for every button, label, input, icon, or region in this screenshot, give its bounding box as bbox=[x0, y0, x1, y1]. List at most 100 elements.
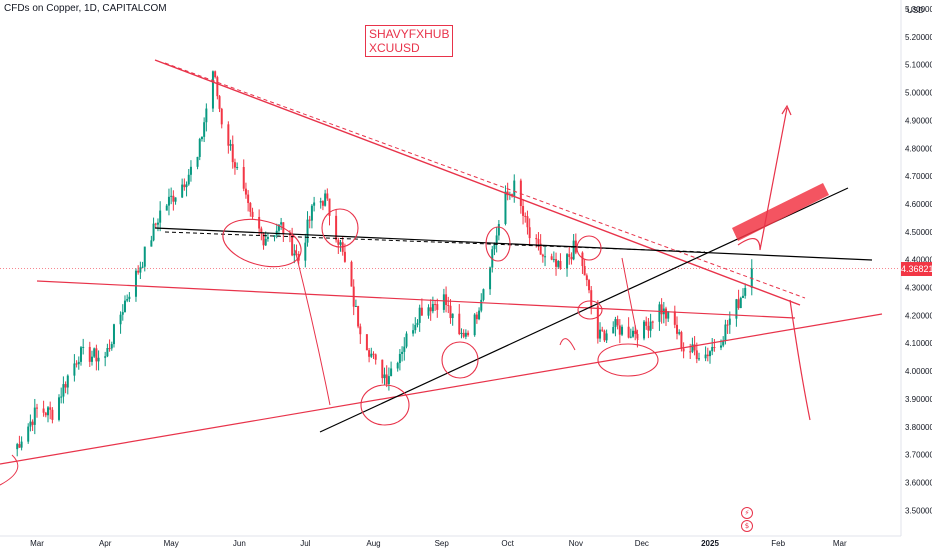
candle-up bbox=[728, 318, 731, 325]
candle-up bbox=[396, 363, 399, 369]
y-tick-label: 5.30000 bbox=[905, 5, 932, 14]
candle-down bbox=[550, 256, 553, 260]
candle-down bbox=[368, 350, 371, 357]
candle-up bbox=[489, 267, 492, 290]
candle-down bbox=[458, 313, 461, 335]
candle-down bbox=[227, 124, 230, 146]
candle-up bbox=[152, 223, 155, 241]
candle-down bbox=[288, 234, 291, 236]
candle-up bbox=[557, 261, 560, 267]
candle-up bbox=[566, 254, 569, 269]
y-tick-label: 3.80000 bbox=[905, 423, 932, 432]
y-tick-label: 3.60000 bbox=[905, 478, 932, 487]
candle-up bbox=[310, 205, 313, 221]
candle-up bbox=[599, 329, 602, 339]
candle-down bbox=[291, 235, 294, 256]
candle-up bbox=[110, 344, 113, 349]
y-tick-label: 3.50000 bbox=[905, 506, 932, 515]
candle-up bbox=[744, 287, 747, 296]
candle-up bbox=[451, 313, 454, 319]
candle-up bbox=[123, 300, 126, 313]
candle-up bbox=[497, 223, 500, 236]
swing-circle bbox=[577, 300, 603, 320]
candle-up bbox=[482, 289, 485, 300]
candle-up bbox=[412, 330, 415, 334]
candle-down bbox=[374, 354, 377, 360]
candle-up bbox=[480, 299, 483, 311]
dividend-icon[interactable]: $ bbox=[741, 520, 753, 532]
candle-up bbox=[97, 357, 100, 362]
candle-down bbox=[462, 332, 465, 337]
candle-up bbox=[16, 444, 19, 450]
candle-down bbox=[258, 216, 261, 229]
y-tick-label: 3.70000 bbox=[905, 451, 932, 460]
candle-up bbox=[77, 361, 80, 365]
candle-up bbox=[504, 191, 507, 224]
y-tick-label: 4.40000 bbox=[905, 256, 932, 265]
candle-down bbox=[618, 325, 621, 335]
candle-down bbox=[445, 294, 448, 306]
candle-down bbox=[251, 211, 254, 217]
y-tick-label: 5.10000 bbox=[905, 61, 932, 70]
candle-down bbox=[137, 270, 140, 273]
x-tick-label: Mar bbox=[833, 539, 847, 548]
y-tick-label: 5.20000 bbox=[905, 33, 932, 42]
candle-down bbox=[321, 201, 324, 206]
x-tick-label: Dec bbox=[635, 539, 649, 548]
candle-up bbox=[427, 307, 430, 316]
candle-down bbox=[737, 299, 740, 309]
candle-down bbox=[568, 254, 571, 257]
candle-down bbox=[31, 421, 34, 425]
annotation-hook bbox=[0, 454, 19, 486]
watermark-author: SHAVYFXHUB bbox=[369, 27, 450, 41]
candle-down bbox=[680, 332, 683, 349]
candle-up bbox=[62, 384, 65, 397]
annotation-hook bbox=[559, 338, 576, 351]
black-horizontal-line bbox=[154, 227, 873, 261]
candle-down bbox=[651, 321, 654, 323]
candle-up bbox=[643, 321, 646, 339]
candle-down bbox=[537, 239, 540, 244]
candle-down bbox=[233, 162, 236, 168]
candle-up bbox=[159, 210, 162, 223]
candle-up bbox=[293, 253, 296, 256]
watermark-symbol: XCUUSD bbox=[369, 41, 420, 55]
candle-down bbox=[559, 261, 562, 269]
candle-down bbox=[673, 311, 676, 325]
candle-down bbox=[676, 324, 679, 334]
candle-up bbox=[20, 441, 23, 448]
candle-up bbox=[464, 332, 467, 337]
candle-up bbox=[236, 167, 239, 169]
swing-circle bbox=[576, 235, 602, 261]
candle-up bbox=[79, 347, 82, 362]
candle-up bbox=[478, 310, 481, 320]
projection-down-line bbox=[789, 299, 811, 421]
annotation-curve bbox=[621, 257, 639, 341]
candle-up bbox=[354, 305, 357, 307]
candle-down bbox=[449, 305, 452, 319]
candle-down bbox=[627, 326, 630, 338]
candle-up bbox=[121, 312, 124, 315]
x-tick-label: Jul bbox=[300, 539, 310, 548]
candle-down bbox=[183, 184, 186, 188]
y-tick-label: 4.60000 bbox=[905, 200, 932, 209]
candle-down bbox=[526, 216, 529, 228]
candle-down bbox=[601, 329, 604, 331]
candle-down bbox=[42, 408, 45, 413]
candle-up bbox=[605, 333, 608, 341]
y-tick-label: 4.90000 bbox=[905, 116, 932, 125]
candle-up bbox=[319, 201, 322, 203]
candle-down bbox=[713, 347, 716, 349]
candle-up bbox=[473, 314, 476, 336]
x-tick-label: May bbox=[164, 539, 179, 548]
lightning-icon[interactable]: ⚡ bbox=[741, 507, 753, 519]
x-tick-label: 2025 bbox=[701, 539, 719, 548]
candle-up bbox=[66, 375, 69, 388]
candle-up bbox=[724, 324, 727, 341]
candle-down bbox=[583, 266, 586, 276]
candle-down bbox=[706, 354, 709, 357]
candle-up bbox=[704, 354, 707, 359]
candle-down bbox=[726, 324, 729, 326]
candle-down bbox=[381, 359, 384, 379]
